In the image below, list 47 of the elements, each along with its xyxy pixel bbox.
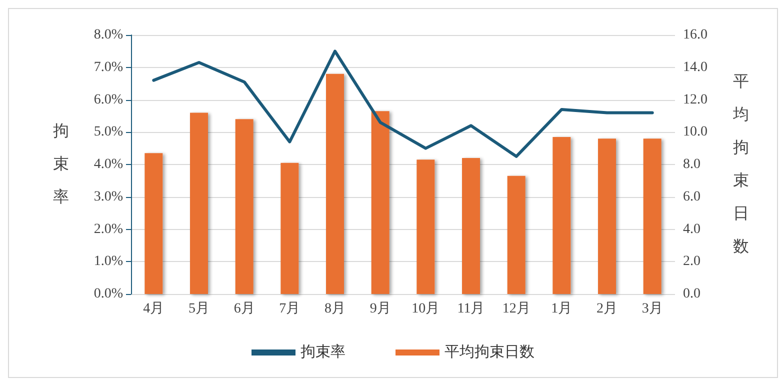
y2-tick-label: 8.0 bbox=[683, 157, 700, 172]
bar bbox=[462, 158, 480, 294]
y2-tick-label: 6.0 bbox=[683, 189, 700, 204]
bar bbox=[552, 136, 571, 294]
y-axis-title: 拘束率 bbox=[53, 123, 69, 206]
x-tick-label: 9月 bbox=[370, 302, 391, 316]
y-tick-label: 4.0% bbox=[94, 157, 124, 172]
bar bbox=[643, 138, 662, 294]
y2-tick-label: 14.0 bbox=[683, 60, 708, 75]
y-tick-label: 0.0% bbox=[94, 286, 124, 302]
bar bbox=[598, 138, 616, 294]
x-tick-label: 8月 bbox=[324, 302, 346, 316]
bar bbox=[371, 111, 390, 294]
y2-tick-label: 0.0 bbox=[683, 286, 700, 302]
y-tick-label: 2.0% bbox=[94, 222, 124, 237]
x-tick-label: 2月 bbox=[596, 302, 618, 316]
x-tick-label: 12月 bbox=[502, 302, 530, 316]
y-tick-label: 6.0% bbox=[94, 92, 124, 108]
y-tick-label: 3.0% bbox=[94, 189, 124, 204]
legend-label: 拘束率 bbox=[300, 344, 346, 360]
bar bbox=[190, 112, 208, 294]
x-tick-label: 10月 bbox=[412, 302, 440, 316]
y2-tick-label: 2.0 bbox=[683, 254, 700, 270]
bar bbox=[507, 176, 526, 294]
bar bbox=[416, 160, 435, 294]
y2-tick-label: 4.0 bbox=[683, 222, 700, 237]
y-tick-label: 7.0% bbox=[94, 60, 124, 75]
x-tick-label: 4月 bbox=[143, 302, 164, 316]
bar bbox=[144, 153, 163, 294]
line-series bbox=[152, 50, 654, 158]
x-tick-label: 5月 bbox=[188, 302, 210, 316]
y-tick-label: 8.0% bbox=[94, 28, 124, 42]
y2-axis-title: 平均拘束日数 bbox=[732, 74, 749, 256]
x-tick-label: 3月 bbox=[642, 302, 663, 316]
y-tick-label: 5.0% bbox=[94, 124, 124, 140]
x-tick-label: 1月 bbox=[551, 302, 572, 316]
x-tick-label: 11月 bbox=[457, 302, 485, 316]
y2-tick-label: 16.0 bbox=[683, 28, 708, 42]
bar bbox=[280, 162, 299, 294]
bar bbox=[326, 74, 344, 294]
x-tick-label: 6月 bbox=[234, 302, 255, 316]
x-tick-label: 7月 bbox=[279, 302, 300, 316]
y2-tick-label: 10.0 bbox=[683, 124, 708, 140]
legend-label: 平均拘束日数 bbox=[444, 344, 534, 360]
y-tick-label: 1.0% bbox=[94, 254, 124, 270]
bar bbox=[235, 119, 254, 294]
y2-tick-label: 12.0 bbox=[683, 92, 708, 108]
